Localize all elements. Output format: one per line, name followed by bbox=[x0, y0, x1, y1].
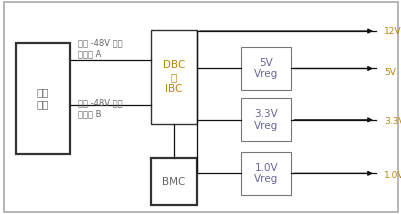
Text: 輸入 -48V 電壓
給通道 B: 輸入 -48V 電壓 給通道 B bbox=[78, 98, 123, 118]
Bar bbox=[150, 30, 196, 124]
Text: 1.0V: 1.0V bbox=[383, 171, 401, 180]
Text: 5V
Vreg: 5V Vreg bbox=[253, 58, 278, 79]
Bar bbox=[241, 47, 291, 90]
Bar bbox=[16, 43, 70, 154]
Text: 12V: 12V bbox=[383, 27, 401, 36]
Text: 單一
電源: 單一 電源 bbox=[37, 88, 49, 109]
Text: 5V: 5V bbox=[383, 68, 395, 77]
Text: 3.3V
Vreg: 3.3V Vreg bbox=[253, 109, 278, 131]
Bar bbox=[241, 98, 291, 141]
Text: 1.0V
Vreg: 1.0V Vreg bbox=[253, 163, 278, 184]
Text: 3.3V: 3.3V bbox=[383, 117, 401, 126]
Bar bbox=[241, 152, 291, 195]
Text: BMC: BMC bbox=[162, 177, 185, 187]
Text: 輸入 -48V 電壓
給通道 A: 輸入 -48V 電壓 給通道 A bbox=[78, 38, 123, 58]
Text: DBC
或
IBC: DBC 或 IBC bbox=[162, 60, 184, 94]
Bar bbox=[150, 158, 196, 205]
